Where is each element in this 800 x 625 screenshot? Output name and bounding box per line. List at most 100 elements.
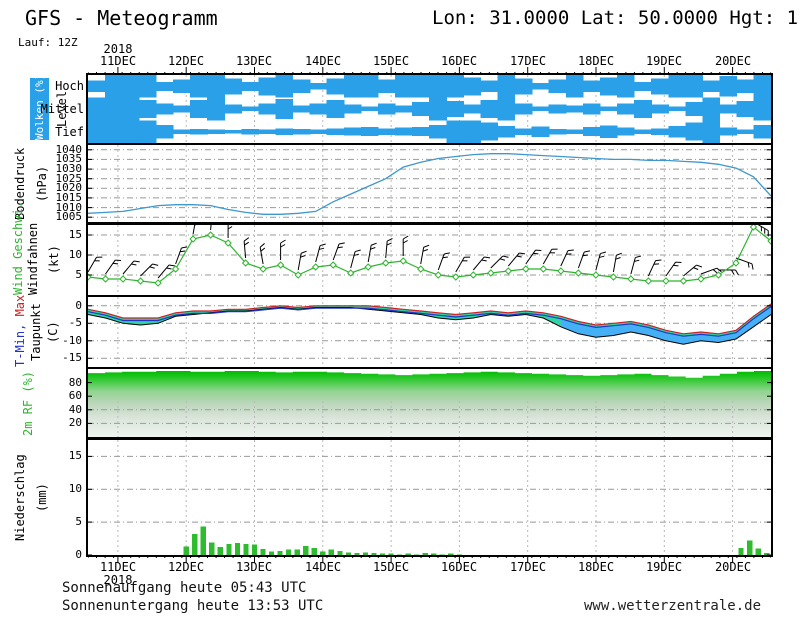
barb-tick (653, 263, 660, 265)
barb-staff (140, 263, 153, 277)
barb-tick (584, 250, 591, 253)
tmax-line (88, 303, 771, 335)
cloud-block (121, 97, 140, 121)
relative-humidity-ytick: 20 (68, 416, 82, 429)
barb-tick (300, 255, 306, 258)
wind-barb (560, 249, 574, 267)
barb-staff (490, 255, 504, 269)
temp-max-label: Max (13, 294, 27, 317)
cloud-block (412, 102, 430, 116)
wind-marker (154, 279, 162, 287)
barb-tick (444, 252, 450, 255)
barb-staff (595, 253, 601, 271)
barb-staff (297, 253, 302, 271)
cloud-block (685, 75, 703, 98)
barb-staff (560, 250, 569, 267)
cloud-label-box: Wolken (%) (30, 74, 49, 140)
cloud-block (88, 97, 106, 121)
date-label: 15DEC (372, 560, 410, 574)
precipitation-ytick: 15 (68, 449, 82, 462)
precip-bar (192, 534, 198, 555)
watermark: www.wetterzentrale.de (584, 598, 762, 614)
precipitation-ytick: 5 (75, 515, 82, 528)
relative-humidity-ytick: 60 (68, 389, 82, 402)
wind-marker (592, 271, 600, 279)
cloud-block (617, 127, 635, 136)
barb-staff (315, 245, 321, 263)
wind-marker (609, 273, 618, 281)
cloud-block (121, 120, 140, 143)
wind-panel (86, 223, 773, 297)
precip-bar (345, 552, 351, 555)
wind-marker (329, 261, 337, 269)
cloud-block (412, 127, 430, 137)
barb-tick (712, 269, 718, 274)
barb-tick (481, 259, 487, 262)
barb-tick (166, 267, 172, 270)
wind-speed-line (88, 226, 771, 284)
wind-ytick: 10 (68, 248, 82, 261)
barb-tick (179, 250, 186, 253)
cloud-block (565, 129, 584, 134)
barb-staff (647, 260, 657, 277)
barb-tick (227, 226, 233, 230)
cloud-block (343, 75, 362, 98)
cloud-block (343, 104, 362, 114)
wind-barb (455, 256, 471, 273)
barb-staff (350, 251, 356, 269)
cloud-level-low: Tief (55, 125, 84, 139)
cloud-block (651, 78, 669, 95)
cloud-block (378, 79, 396, 94)
surface-pressure-ytick: 1025 (55, 172, 83, 185)
sunset-text: Sonnenuntergang heute 13:53 UTC (62, 598, 324, 614)
date-label: 18DEC (577, 54, 615, 68)
humidity-area (88, 371, 771, 437)
barb-staff (683, 264, 697, 277)
cloud-block (207, 75, 225, 98)
cloud-block (138, 75, 157, 98)
precip-bar (397, 554, 403, 555)
barb-tick (354, 249, 361, 253)
wind-barb (490, 255, 509, 269)
date-label: 14DEC (304, 560, 342, 574)
wind-barb (647, 259, 662, 277)
barb-tick (696, 264, 703, 268)
cloud-block (360, 127, 379, 137)
wind-barb (140, 263, 159, 277)
pressure-line (88, 153, 771, 215)
barb-tick (149, 266, 155, 269)
cloud-block (548, 79, 567, 94)
barb-tick (280, 239, 286, 244)
cloud-block (685, 102, 703, 116)
cloud-block (599, 125, 618, 138)
spread-fill-cold (560, 307, 771, 345)
wind-barb (332, 242, 345, 261)
wind-marker (224, 239, 232, 247)
temperature-ytick: -10 (62, 334, 82, 347)
cloud-block (582, 103, 601, 115)
barb-staff (122, 260, 135, 275)
cloud-block (497, 97, 516, 121)
precip-bar (303, 545, 309, 555)
wind-marker (171, 265, 180, 273)
precip-bar (379, 553, 386, 555)
wind-marker (767, 237, 771, 245)
wind-barb (227, 225, 233, 238)
surface-pressure-ytick: 1005 (55, 210, 83, 223)
cloud-block (156, 81, 174, 91)
wind-marker (522, 265, 530, 273)
cloud-block (104, 120, 123, 143)
date-label: 20DEC (714, 560, 752, 574)
barb-staff (437, 253, 445, 271)
barb-staff (385, 241, 388, 259)
wind-marker (294, 271, 302, 279)
cloud-level-mid: Mittel (40, 102, 84, 116)
pressure-panel (86, 143, 773, 224)
precip-bar (311, 547, 317, 555)
wind-barb (525, 249, 542, 265)
cloud-block (241, 128, 260, 135)
precip-bar (362, 552, 369, 555)
date-label: 17DEC (509, 560, 547, 574)
barb-tick (533, 252, 539, 255)
wind-barb (437, 252, 450, 271)
